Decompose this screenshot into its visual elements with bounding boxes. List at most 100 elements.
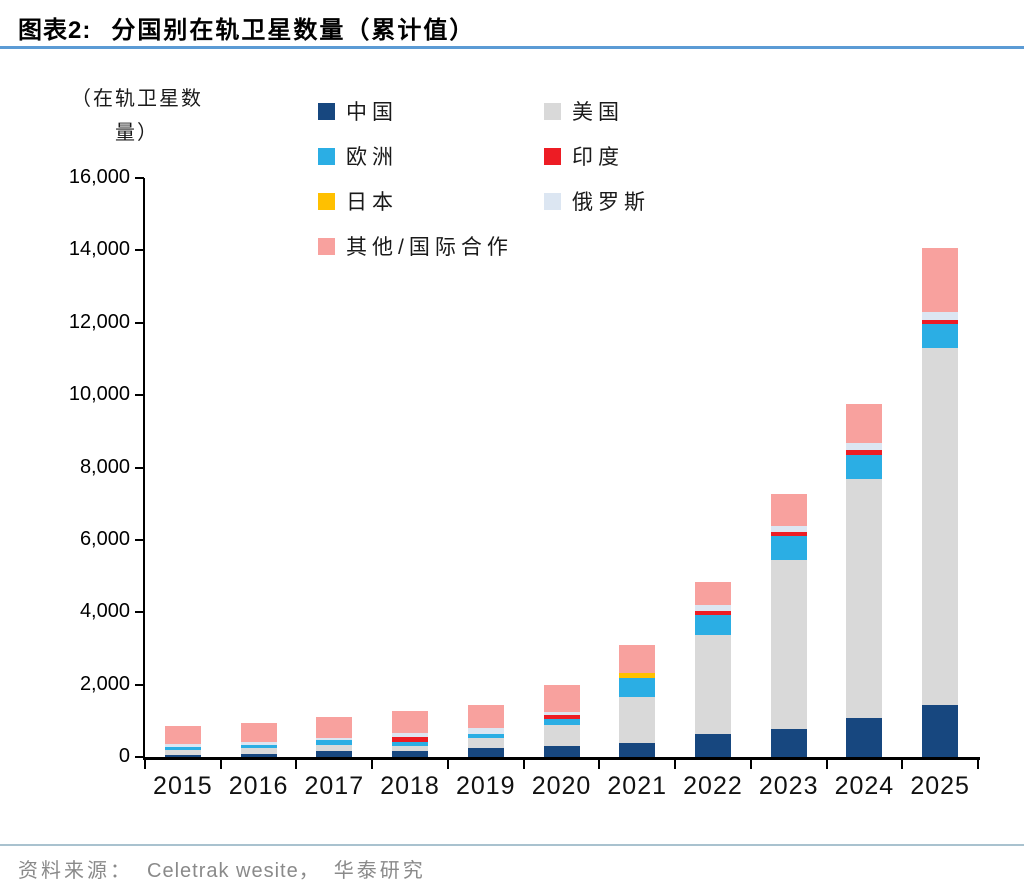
x-tick-mark: [674, 760, 677, 769]
bar-2020-india-segment: [543, 715, 580, 719]
y-tick-mark: [135, 683, 144, 686]
bar-2021-europe-segment: [619, 678, 656, 697]
bar-2015-other-segment: [164, 726, 201, 744]
bar-2023-other-segment: [770, 494, 807, 526]
bar-2018-russia-segment: [392, 733, 429, 737]
legend-item-europe: 欧洲: [318, 141, 544, 171]
legend-swatch-japan: [318, 192, 335, 210]
chart-legend: 中国 美国欧洲 印度日本 俄罗斯其他/国际合作: [318, 96, 650, 261]
bar-2019-europe-segment: [467, 734, 504, 738]
y-tick-label: 16,000: [68, 166, 130, 188]
bar-2020-other-segment: [543, 685, 580, 712]
y-tick-mark: [135, 756, 144, 758]
bar-2024-other-segment: [846, 404, 883, 443]
bar-2025-usa-segment: [922, 348, 959, 705]
x-tick-mark: [371, 760, 374, 769]
x-tick-mark: [901, 760, 904, 769]
legend-item-usa: 美国: [544, 96, 650, 126]
bar-2024-europe-segment: [846, 455, 883, 479]
bar-2017: [316, 717, 353, 757]
y-tick-mark: [135, 177, 144, 179]
y-tick-label: 0: [118, 745, 130, 767]
bar-2024-china-segment: [846, 718, 883, 757]
bar-2019-other-segment: [467, 705, 504, 728]
bar-2023: [770, 494, 807, 757]
bar-2024: [846, 404, 883, 757]
x-axis-label-2025: 2025: [910, 772, 970, 800]
x-tick-mark: [295, 760, 298, 769]
bar-2016-other-segment: [240, 723, 277, 742]
x-axis-label-2022: 2022: [683, 772, 743, 800]
bar-2023-russia-segment: [770, 526, 807, 532]
bar-2025-russia-segment: [922, 312, 959, 320]
legend-item-china: 中国: [318, 96, 544, 126]
legend-item-india: 印度: [544, 141, 650, 171]
y-tick-label: 4,000: [79, 600, 130, 623]
bar-2020-china-segment: [543, 746, 580, 757]
x-axis-label-2017: 2017: [304, 772, 365, 800]
bar-2021: [619, 645, 656, 757]
title-divider: [0, 46, 1024, 49]
bar-2016-russia-segment: [240, 742, 277, 745]
source-line: 资料来源： Celetrak wesite， 华泰研究: [18, 854, 426, 883]
x-axis-label-2018: 2018: [380, 772, 440, 800]
legend-item-japan: 日本: [318, 186, 544, 216]
figure-label: 图表2:: [18, 17, 92, 44]
y-tick-mark: [135, 321, 144, 324]
y-tick-label: 12,000: [68, 310, 130, 333]
legend-swatch-india: [544, 147, 561, 165]
bar-2021-usa-segment: [619, 697, 656, 743]
page-title: 分国别在轨卫星数量（累计值）: [111, 17, 476, 44]
bar-2015-usa-segment: [164, 750, 201, 755]
legend-label-usa: 美国: [572, 101, 624, 124]
x-tick-mark: [749, 760, 752, 769]
bar-2017-usa-segment: [316, 745, 353, 751]
bar-2024-usa-segment: [846, 479, 883, 718]
y-tick-label: 2,000: [79, 672, 130, 695]
bar-2017-china-segment: [316, 751, 353, 757]
bar-2024-india-segment: [846, 450, 883, 455]
source-org: 华泰研究: [333, 860, 426, 882]
bar-2023-europe-segment: [770, 536, 807, 560]
y-tick-label: 6,000: [79, 527, 130, 550]
footer-divider: [0, 844, 1024, 846]
legend-item-russia: 俄罗斯: [544, 186, 650, 216]
bar-2019-usa-segment: [467, 738, 504, 748]
x-tick-mark: [219, 760, 222, 769]
bar-2022-europe-segment: [694, 615, 731, 635]
x-axis-label-2015: 2015: [153, 772, 213, 800]
legend-label-russia: 俄罗斯: [572, 191, 650, 214]
legend-swatch-usa: [544, 102, 561, 120]
x-axis-label-2016: 2016: [228, 772, 289, 800]
bar-2019: [467, 705, 504, 757]
bar-2018-china-segment: [392, 751, 429, 757]
bar-2016-usa-segment: [240, 748, 277, 754]
x-tick-mark: [144, 760, 146, 769]
bar-2018-other-segment: [392, 711, 429, 733]
x-axis-label-2024: 2024: [834, 772, 895, 800]
bar-2018-india-segment: [392, 737, 429, 742]
legend-label-japan: 日本: [346, 191, 398, 214]
x-axis-line: [143, 757, 980, 760]
y-tick-label: 10,000: [68, 383, 130, 406]
bar-2025-other-segment: [922, 248, 959, 312]
legend-label-china: 中国: [346, 101, 398, 124]
bar-2016-china-segment: [240, 754, 277, 757]
x-axis-label-2020: 2020: [531, 772, 592, 800]
bar-2017-europe-segment: [316, 740, 353, 745]
bar-2021-other-segment: [619, 645, 656, 673]
bar-2025-europe-segment: [922, 324, 959, 348]
bar-2020-europe-segment: [543, 719, 580, 725]
y-tick-mark: [135, 538, 144, 541]
bar-2020-russia-segment: [543, 712, 580, 715]
bar-2022-other-segment: [694, 582, 731, 605]
bar-2017-russia-segment: [316, 738, 353, 740]
legend-label-other: 其他/国际合作: [346, 236, 513, 259]
x-tick-mark: [598, 760, 601, 769]
bar-2015-europe-segment: [164, 747, 201, 750]
bar-2023-usa-segment: [770, 560, 807, 729]
bar-2021-china-segment: [619, 743, 656, 757]
legend-swatch-other: [318, 237, 335, 255]
x-axis-label-2023: 2023: [758, 772, 819, 800]
